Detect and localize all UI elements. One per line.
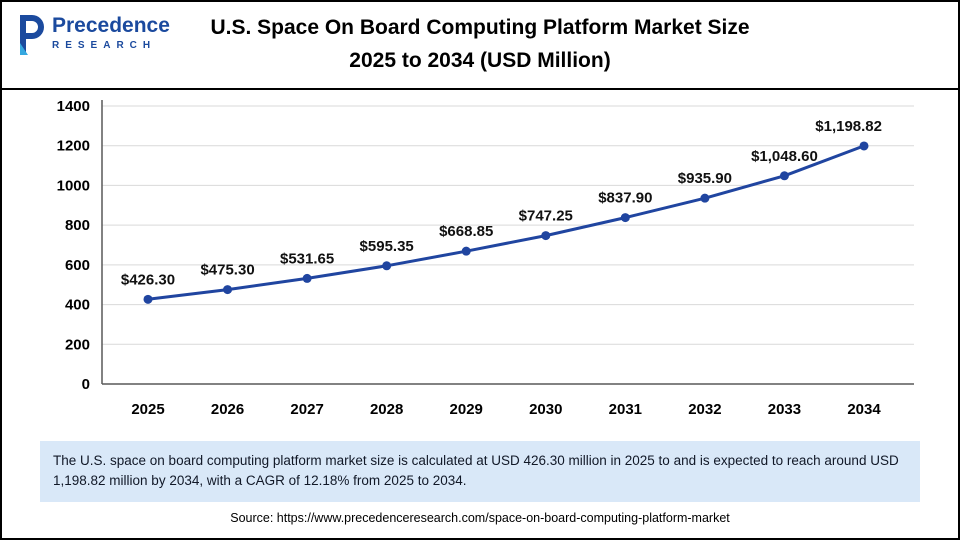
y-tick-label: 1200: [57, 138, 90, 155]
data-label: $595.35: [360, 238, 414, 255]
precedence-logo: Precedence RESEARCH: [16, 15, 170, 55]
y-tick-label: 0: [82, 376, 90, 393]
data-label: $1,048.60: [751, 148, 818, 165]
logo-brand-name: Precedence: [52, 14, 170, 37]
logo-text: Precedence RESEARCH: [52, 15, 170, 51]
page-title-line1: U.S. Space On Board Computing Platform M…: [210, 16, 750, 40]
x-tick-label: 2027: [290, 401, 323, 418]
y-tick-label: 1000: [57, 177, 90, 194]
x-tick-label: 2032: [688, 401, 721, 418]
data-point: [700, 193, 710, 203]
market-size-line-chart: 0 200 400 600 800 1000 1200 1400 $426.30 2025 $475…: [57, 98, 914, 418]
data-label: $531.65: [280, 250, 334, 267]
y-tick-label: 200: [65, 336, 90, 353]
x-tick-label: 2034: [847, 401, 881, 418]
data-point: [302, 273, 312, 283]
data-point: [541, 231, 551, 241]
x-tick-label: 2025: [131, 401, 164, 418]
data-point: [143, 294, 153, 304]
y-tick-label: 600: [65, 257, 90, 274]
page-title: U.S. Space On Board Computing Platform M…: [210, 12, 749, 77]
data-point: [223, 285, 233, 295]
data-point: [779, 171, 789, 181]
header: Precedence RESEARCH U.S. Space On Board …: [2, 2, 958, 90]
data-label: $837.90: [598, 190, 652, 207]
page-title-line2: 2025 to 2034 (USD Million): [349, 49, 611, 72]
data-label: $747.25: [519, 208, 573, 225]
x-tick-label: 2033: [768, 401, 801, 418]
data-label: $668.85: [439, 223, 493, 240]
chart-area: 0 200 400 600 800 1000 1200 1400 $426.30 2025 $475…: [2, 90, 958, 437]
precedence-p-icon: [20, 15, 44, 55]
data-point: [859, 141, 869, 151]
summary-note: The U.S. space on board computing platfo…: [40, 441, 920, 502]
x-tick-label: 2028: [370, 401, 403, 418]
data-point: [461, 246, 471, 256]
y-tick-label: 800: [65, 217, 90, 234]
trend-line: [146, 144, 866, 301]
data-label: $426.30: [121, 271, 175, 288]
x-tick-label: 2029: [450, 401, 483, 418]
data-point: [620, 213, 630, 223]
x-tick-label: 2026: [211, 401, 244, 418]
y-tick-label: 400: [65, 297, 90, 314]
data-label: $935.90: [678, 170, 732, 187]
data-point: [382, 261, 392, 271]
x-tick-label: 2030: [529, 401, 562, 418]
y-tick-label: 1400: [57, 98, 90, 115]
logo-brand-sub: RESEARCH: [52, 40, 157, 51]
source-line: Source: https://www.precedenceresearch.c…: [230, 510, 730, 525]
x-tick-label: 2031: [609, 401, 642, 418]
data-label: $1,198.82: [815, 118, 882, 135]
data-label: $475.30: [200, 262, 254, 279]
